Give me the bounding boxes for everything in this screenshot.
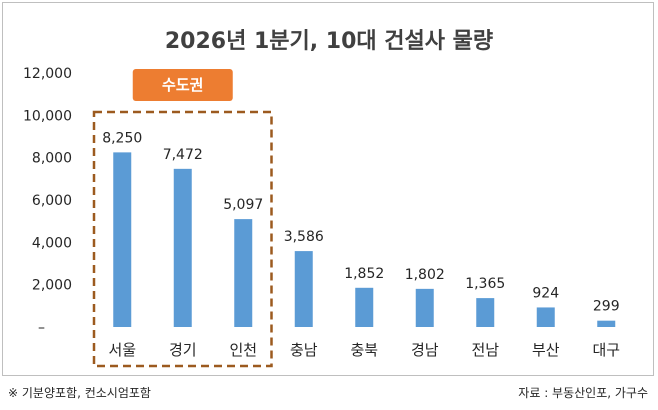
bar [476,298,495,327]
bar [113,152,132,327]
value-labels: 8,250 7,472 5,097 3,586 1,852 1,802 1,365 924 29… [102,130,619,314]
highlight-badge [132,69,233,101]
chart-title: 2026년 1분기, 10대 건설사 물량 [165,29,493,54]
footnote: ※ 기분양포함, 컨소시엄포함 [8,386,151,400]
y-tick-label: 6,000 [32,193,72,209]
bar-value-label: 1,852 [344,266,384,282]
bar-value-label: 924 [532,285,559,301]
bar [173,168,192,327]
x-category-label: 경남 [411,341,439,359]
y-tick-label: 10,000 [23,108,72,124]
bar [234,219,253,327]
bar-value-label: 3,586 [284,229,324,245]
bar-value-label: 7,472 [163,147,203,163]
bar [355,287,374,327]
y-tick-label: 8,000 [32,151,72,167]
bar-value-label: 1,365 [465,276,505,292]
x-axis: 서울 경기 인천 충남 충북 경남 전남 부산 대구 [108,341,620,359]
bar [415,288,434,327]
bar [294,251,313,327]
x-category-label: 충남 [290,341,318,359]
highlight-label: 수도권 [162,76,203,94]
x-category-label: 충북 [350,341,378,359]
source-note: 자료 : 부동산인포, 가구수 [518,386,648,400]
bars [113,152,616,327]
x-category-label: 인천 [229,341,257,359]
x-category-label: 부산 [532,341,560,359]
bar [536,307,555,327]
y-tick-label: 2,000 [32,278,72,294]
x-category-label: 대구 [592,341,620,359]
bar-value-label: 5,097 [223,197,263,213]
y-tick-label: 4,000 [32,235,72,251]
highlight-box [92,110,273,368]
y-tick-label: 12,000 [23,66,72,82]
x-category-label: 경기 [169,341,197,359]
x-category-label: 서울 [108,341,136,359]
x-category-label: 전남 [471,341,499,359]
y-axis: – 2,000 4,000 6,000 8,000 10,000 12,000 [23,66,72,336]
chart-canvas: 2026년 1분기, 10대 건설사 물량 – 2,000 4,000 6,000 8,… [23,29,620,368]
bar-value-label: 8,250 [102,130,142,146]
bar [597,320,616,327]
y-tick-label: – [38,320,45,336]
bar-value-label: 1,802 [405,267,445,283]
bar-value-label: 299 [593,299,620,315]
highlight-group: 수도권 [92,69,273,368]
